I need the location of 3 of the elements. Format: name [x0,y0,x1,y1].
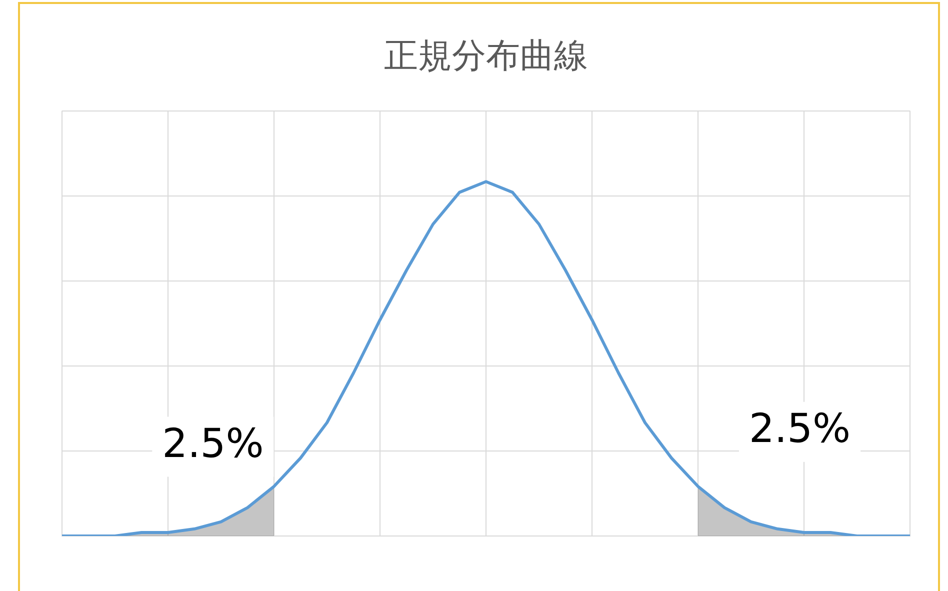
chart-title: 正規分布曲線 [384,36,588,76]
annotation: 2.5% [162,421,264,468]
annotation: 2.5% [748,406,851,452]
